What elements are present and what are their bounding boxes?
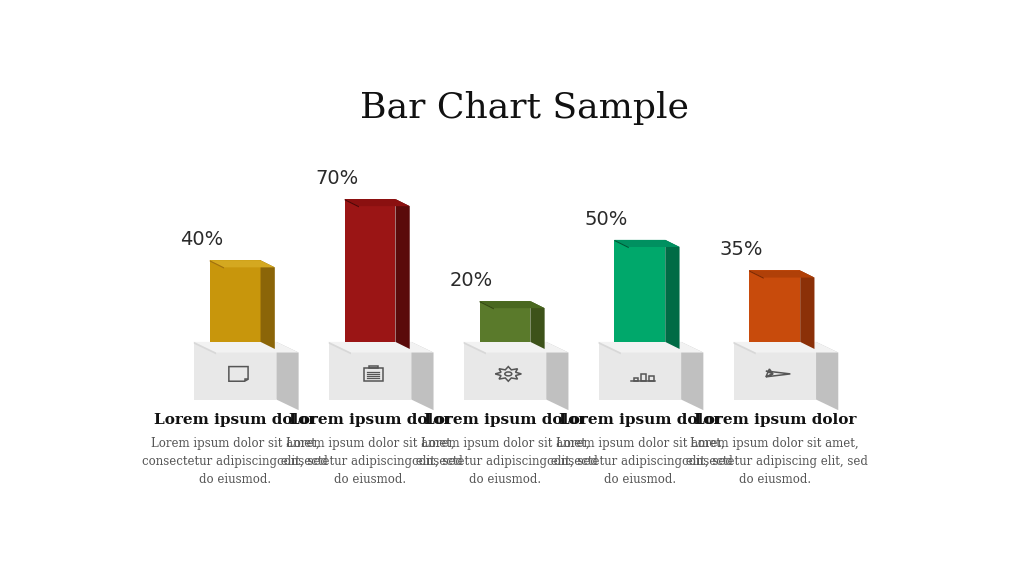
Text: Lorem ipsum dolor sit amet,
consectetur adipiscing elit, sed
do eiusmod.: Lorem ipsum dolor sit amet, consectetur … (682, 437, 867, 486)
Polygon shape (412, 342, 433, 410)
Polygon shape (260, 260, 274, 349)
Polygon shape (733, 342, 756, 354)
Bar (649, 376, 653, 381)
Polygon shape (614, 240, 666, 342)
Polygon shape (210, 260, 260, 342)
Polygon shape (276, 342, 299, 410)
Text: Lorem ipsum dolor: Lorem ipsum dolor (289, 413, 452, 427)
Text: 40%: 40% (180, 230, 223, 249)
Polygon shape (479, 301, 545, 308)
Polygon shape (345, 199, 410, 206)
Polygon shape (395, 199, 410, 349)
Polygon shape (614, 240, 629, 248)
Text: Lorem ipsum dolor sit amet,
consectetur adipiscing elit, sed
do eiusmod.: Lorem ipsum dolor sit amet, consectetur … (278, 437, 463, 486)
Polygon shape (210, 260, 274, 267)
Polygon shape (800, 271, 814, 349)
Polygon shape (210, 260, 224, 268)
Polygon shape (479, 301, 494, 309)
Polygon shape (479, 301, 530, 342)
Polygon shape (329, 342, 351, 354)
Polygon shape (464, 342, 486, 354)
Text: Lorem ipsum dolor sit amet,
consectetur adipiscing elit, sed
do eiusmod.: Lorem ipsum dolor sit amet, consectetur … (412, 437, 598, 486)
Text: Lorem ipsum dolor: Lorem ipsum dolor (154, 413, 316, 427)
Polygon shape (194, 342, 216, 354)
Polygon shape (599, 342, 621, 354)
Polygon shape (546, 342, 568, 410)
Polygon shape (194, 342, 276, 400)
Polygon shape (599, 342, 681, 400)
Polygon shape (329, 342, 433, 353)
Polygon shape (750, 271, 814, 278)
Polygon shape (750, 271, 800, 342)
Text: Bar Chart Sample: Bar Chart Sample (360, 92, 689, 126)
Polygon shape (733, 342, 839, 353)
Polygon shape (345, 199, 359, 207)
Text: Lorem ipsum dolor sit amet,
consectetur adipiscing elit, sed
do eiusmod.: Lorem ipsum dolor sit amet, consectetur … (547, 437, 733, 486)
Polygon shape (681, 342, 703, 410)
Polygon shape (530, 301, 545, 349)
Polygon shape (464, 342, 546, 400)
Polygon shape (329, 342, 412, 400)
Text: Lorem ipsum dolor sit amet,
consectetur adipiscing elit, sed
do eiusmod.: Lorem ipsum dolor sit amet, consectetur … (142, 437, 328, 486)
Bar (641, 374, 646, 381)
Text: 50%: 50% (585, 210, 629, 229)
Text: Lorem ipsum dolor: Lorem ipsum dolor (424, 413, 586, 427)
Polygon shape (345, 199, 395, 342)
Polygon shape (614, 240, 680, 247)
Polygon shape (666, 240, 680, 349)
Polygon shape (194, 342, 299, 353)
Polygon shape (750, 271, 764, 279)
Text: Lorem ipsum dolor: Lorem ipsum dolor (559, 413, 721, 427)
Polygon shape (816, 342, 839, 410)
Polygon shape (599, 342, 703, 353)
Text: Lorem ipsum dolor: Lorem ipsum dolor (693, 413, 856, 427)
Text: 20%: 20% (450, 271, 494, 290)
Polygon shape (733, 342, 816, 400)
Text: 70%: 70% (315, 169, 358, 188)
Text: 35%: 35% (720, 240, 763, 259)
Bar (634, 378, 638, 381)
Polygon shape (464, 342, 568, 353)
